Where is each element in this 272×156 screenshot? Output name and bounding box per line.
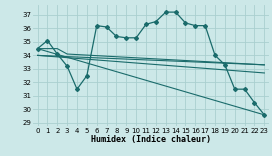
X-axis label: Humidex (Indice chaleur): Humidex (Indice chaleur) (91, 135, 211, 144)
